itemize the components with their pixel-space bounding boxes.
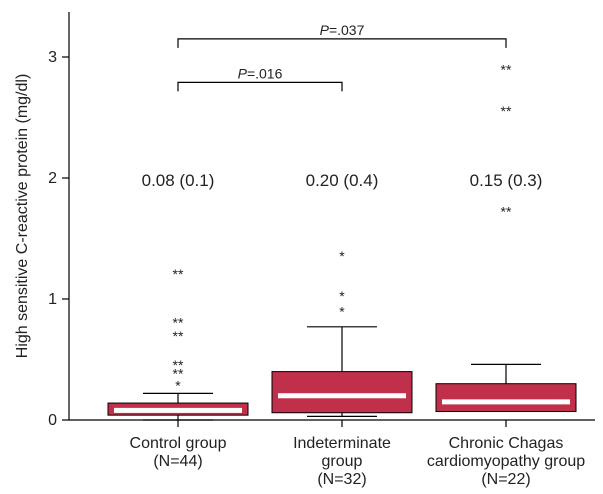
y-axis-label: High sensitive C-reactive protein (mg/dl… — [14, 74, 31, 359]
y-tick-label: 0 — [48, 412, 57, 429]
labels: Control group (N=44)Indeterminate group (N=… — [130, 171, 586, 488]
outlier-marker: * — [339, 248, 345, 264]
category-label-line: group — [322, 453, 363, 470]
category-label-line: (N=32) — [317, 471, 366, 488]
summary-label-chagas: 0.15 (0.3) — [470, 171, 543, 190]
outlier-marker: * — [339, 304, 345, 320]
outlier-marker: ** — [501, 103, 512, 119]
outlier-marker: * — [175, 377, 181, 393]
p-value-label: P=.016 — [238, 65, 283, 81]
category-label-chagas: Chronic Chagas cardiomyopathy group (N=22) — [427, 435, 585, 488]
category-label-line: cardiomyopathy group — [427, 453, 585, 470]
y-tick-label: 2 — [48, 170, 57, 187]
outlier-marker: ** — [501, 62, 512, 78]
category-label-line: Control group — [130, 435, 227, 452]
p-value-label: P=.037 — [320, 22, 365, 38]
box-iqr — [271, 371, 413, 414]
box-indeterminate: *** — [271, 248, 413, 417]
category-label-indeterminate: Indeterminate group (N=32) — [293, 435, 391, 488]
p-value: =.016 — [247, 65, 283, 81]
outlier-marker: ** — [173, 365, 184, 381]
p-symbol: P — [238, 65, 248, 81]
outlier-marker: ** — [173, 315, 184, 331]
comparison-control-indeterminate: P=.016 — [177, 65, 343, 92]
outlier-marker: ** — [173, 266, 184, 282]
boxes: ******************** — [107, 62, 577, 421]
category-label-control: Control group (N=44) — [130, 435, 227, 470]
box-chagas: ** ** ** — [435, 62, 577, 413]
outlier-marker: * — [339, 288, 345, 304]
bracket-line — [177, 38, 507, 48]
box-control: *********** — [107, 266, 249, 421]
category-label-line: Chronic Chagas — [449, 435, 564, 452]
box-iqr — [435, 383, 577, 413]
y-tick-label: 3 — [48, 49, 57, 66]
category-label-line: (N=44) — [153, 453, 202, 470]
comparison-control-chagas: P=.037 — [177, 22, 507, 48]
category-label-line: Indeterminate — [293, 435, 391, 452]
summary-label-control: 0.08 (0.1) — [142, 171, 215, 190]
y-tick-label: 1 — [48, 291, 57, 308]
summary-label-indeterminate: 0.20 (0.4) — [306, 171, 379, 190]
p-value: =.037 — [329, 22, 365, 38]
outlier-marker: ** — [501, 203, 512, 219]
category-label-line: (N=22) — [481, 471, 530, 488]
bracket-line — [177, 81, 343, 92]
outlier-marker: ** — [173, 357, 184, 373]
outlier-marker: ** — [173, 328, 184, 344]
p-symbol: P — [320, 22, 330, 38]
